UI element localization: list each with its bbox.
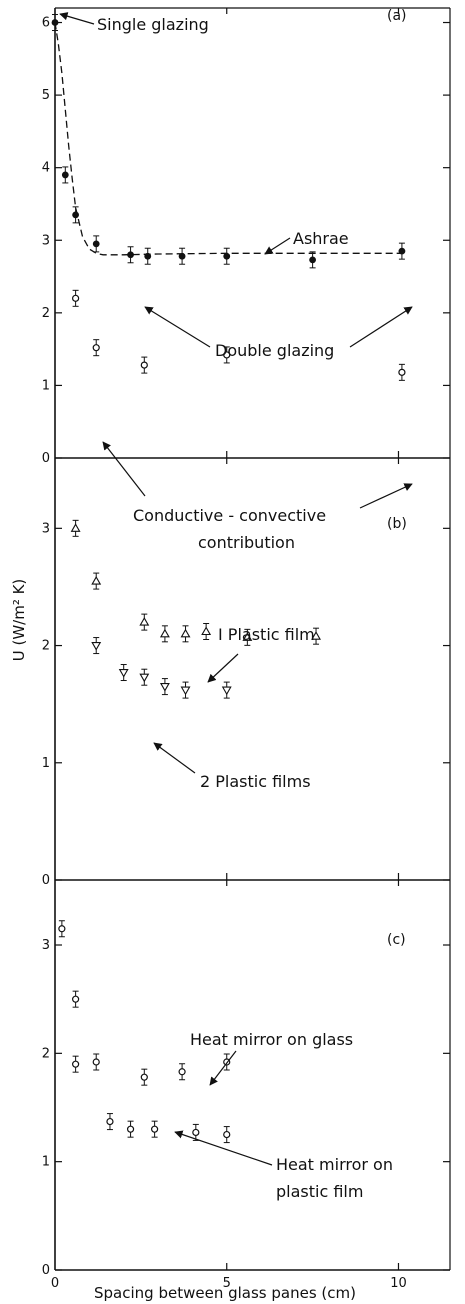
data-point: [223, 252, 231, 260]
data-point: [139, 617, 150, 626]
y-tick-label: 3: [42, 938, 50, 953]
data-point: [92, 240, 100, 248]
data-point: [140, 1073, 148, 1081]
y-axis-title: U (W/m² K): [10, 579, 28, 662]
y-tick-label: 6: [42, 16, 50, 31]
y-tick-label: 3: [42, 233, 50, 248]
arrow-one-film: [207, 653, 239, 683]
data-point: [223, 1130, 231, 1139]
y-tick-label: 4: [42, 161, 50, 176]
arrow-double-glazing-right: [349, 306, 413, 348]
annotation-heat-mirror-glass: Heat mirror on glass: [190, 1030, 353, 1049]
curves: [54, 22, 402, 256]
annotation-double-glazing: Double glazing: [215, 341, 334, 360]
arrow-hm-glass: [209, 1050, 237, 1086]
annotation-contribution: contribution: [198, 533, 295, 552]
data-point: [118, 668, 129, 678]
y-tick-label: 2: [42, 306, 50, 321]
y-tick-label: 1: [42, 378, 50, 393]
data-point: [72, 294, 80, 302]
data-point: [242, 632, 253, 641]
arrow-conv-left: [102, 441, 146, 497]
panel-tag-c: (c): [387, 932, 406, 948]
y-tick-label: 2: [42, 1046, 50, 1061]
data-point: [151, 1125, 159, 1133]
data-point: [192, 1128, 200, 1137]
axes-frame: [54, 7, 451, 1271]
arrow-single-glazing: [59, 12, 95, 25]
data-point: [51, 19, 59, 26]
data-point: [72, 995, 80, 1003]
panel-tag-b: (b): [387, 516, 407, 532]
data-point: [223, 351, 231, 359]
annotation-heat-mirror-plastic-2: plastic film: [276, 1182, 363, 1201]
data-point: [178, 252, 186, 260]
data-point: [91, 575, 102, 585]
data-point: [221, 686, 232, 696]
y-tick-label: 0: [42, 1263, 50, 1278]
y-tick-label: 3: [42, 521, 50, 536]
data-point: [398, 368, 406, 376]
annotation-single-glazing: Single glazing: [97, 15, 209, 34]
data-point: [144, 252, 152, 260]
data-point: [398, 247, 406, 255]
y-tick-label: 0: [42, 451, 50, 466]
y-tick-label: 5: [42, 88, 50, 103]
data-point: [61, 171, 69, 179]
arrow-two-films: [153, 742, 196, 774]
arrow-hm-plastic: [174, 1130, 273, 1166]
data-points: [51, 14, 406, 1144]
ashrae-curve: [54, 22, 402, 256]
arrow-ashrae: [264, 237, 291, 255]
data-point: [139, 673, 150, 683]
annotation-ashrae: Ashrae: [293, 229, 349, 248]
data-point: [58, 925, 66, 933]
x-tick-label: 10: [390, 1276, 407, 1291]
x-axis-title: Spacing between glass panes (cm): [94, 1284, 356, 1302]
data-point: [92, 344, 100, 352]
data-point: [127, 251, 134, 259]
data-point: [311, 631, 321, 640]
y-tick-label: 2: [42, 639, 50, 654]
annotation-conductive-convective: Conductive - convective: [133, 506, 326, 525]
y-tick-label: 0: [42, 873, 50, 888]
annotation-heat-mirror-plastic-1: Heat mirror on: [276, 1155, 393, 1174]
data-point: [178, 1068, 186, 1076]
data-point: [72, 211, 80, 219]
data-point: [309, 256, 317, 264]
y-tick-label: 1: [42, 1155, 50, 1170]
data-point: [106, 1117, 114, 1126]
data-point: [72, 1060, 80, 1068]
data-point: [70, 523, 81, 532]
data-point: [91, 642, 102, 651]
data-point: [180, 628, 191, 638]
data-point: [92, 1058, 100, 1066]
arrow-double-glazing-left: [144, 306, 211, 348]
data-point: [180, 686, 191, 696]
annotation-arrows: [59, 12, 413, 1166]
annotation-two-plastic-films: 2 Plastic films: [200, 772, 311, 791]
data-point: [201, 626, 212, 636]
data-point: [159, 628, 170, 638]
y-tick-label: 1: [42, 756, 50, 771]
data-point: [126, 1125, 135, 1133]
data-point: [140, 361, 148, 369]
ticks: 0 1 2 3 4 5 6 0 1 2 3 0 1 2 3 0 5 10: [42, 8, 450, 1291]
arrow-conv-right: [359, 483, 413, 509]
annotation-one-plastic-film: I Plastic film: [218, 625, 315, 644]
x-tick-label: 0: [51, 1276, 59, 1291]
panel-tag-a: (a): [387, 8, 407, 24]
x-tick-label: 5: [223, 1276, 231, 1291]
data-point: [159, 683, 170, 692]
